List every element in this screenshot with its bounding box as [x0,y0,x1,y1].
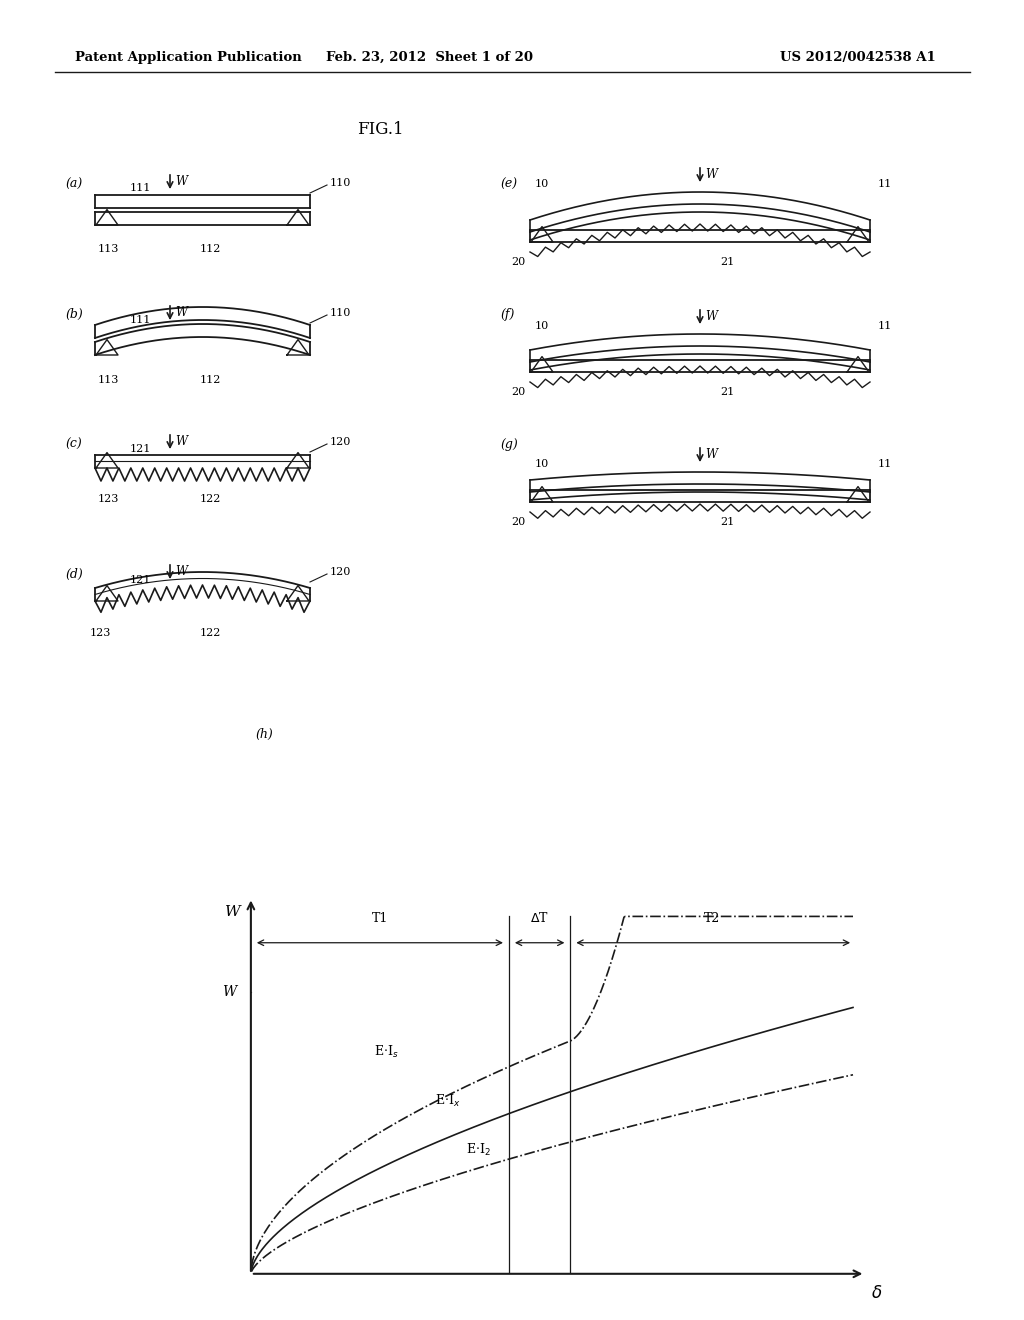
Text: 112: 112 [200,244,221,253]
Text: 123: 123 [89,628,111,638]
Text: $\Delta$T: $\Delta$T [530,911,549,925]
Text: 10: 10 [535,180,549,189]
Text: 111: 111 [130,183,152,193]
Text: W: W [175,306,187,319]
Text: 121: 121 [130,444,152,454]
Text: 121: 121 [130,576,152,585]
Text: $\delta$: $\delta$ [871,1286,883,1302]
Text: 111: 111 [130,315,152,325]
Text: E$\cdot$I$_2$: E$\cdot$I$_2$ [466,1142,490,1158]
Text: 21: 21 [720,387,734,397]
Text: (h): (h) [255,729,272,741]
Text: FIG.1: FIG.1 [356,121,403,139]
Text: US 2012/0042538 A1: US 2012/0042538 A1 [780,50,936,63]
Text: 21: 21 [720,517,734,527]
Text: 20: 20 [511,517,525,527]
Text: 113: 113 [97,375,119,385]
Text: 10: 10 [535,459,549,469]
Text: 20: 20 [511,257,525,267]
Text: (b): (b) [65,308,83,321]
Text: 123: 123 [97,494,119,504]
Text: T1: T1 [372,912,388,925]
Text: Feb. 23, 2012  Sheet 1 of 20: Feb. 23, 2012 Sheet 1 of 20 [327,50,534,63]
Text: 113: 113 [97,244,119,253]
Text: 112: 112 [200,375,221,385]
Text: 20: 20 [511,387,525,397]
Text: W: W [705,168,717,181]
Text: 122: 122 [200,628,221,638]
Text: W: W [222,985,237,999]
Text: (f): (f) [500,308,514,321]
Text: 110: 110 [330,178,351,187]
Text: E$\cdot$I$_x$: E$\cdot$I$_x$ [435,1093,461,1109]
Text: 122: 122 [200,494,221,504]
Text: (g): (g) [500,438,518,451]
Text: W: W [705,447,717,461]
Text: (c): (c) [65,438,82,451]
Text: 10: 10 [535,321,549,331]
Text: (a): (a) [65,178,82,191]
Text: 11: 11 [878,180,892,189]
Text: E$\cdot$I$_s$: E$\cdot$I$_s$ [374,1044,398,1060]
Text: W: W [175,565,187,578]
Text: W: W [175,436,187,447]
Text: 21: 21 [720,257,734,267]
Text: W: W [224,906,241,919]
Text: (e): (e) [500,178,517,191]
Text: (d): (d) [65,568,83,581]
Text: 11: 11 [878,321,892,331]
Text: 11: 11 [878,459,892,469]
Text: W: W [705,310,717,323]
Text: 120: 120 [330,568,351,577]
Text: 120: 120 [330,437,351,447]
Text: T2: T2 [703,912,720,925]
Text: W: W [175,176,187,187]
Text: Patent Application Publication: Patent Application Publication [75,50,302,63]
Text: 110: 110 [330,308,351,318]
